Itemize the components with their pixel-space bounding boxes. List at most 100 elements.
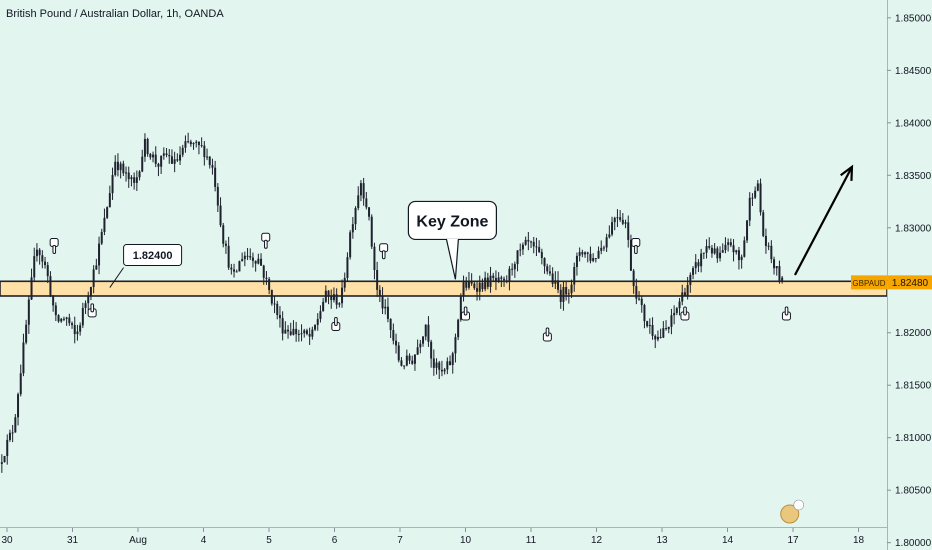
candle-body: [305, 330, 308, 334]
candle: [478, 275, 481, 301]
candle-body: [68, 317, 71, 324]
candle: [376, 261, 379, 297]
candle-body: [160, 155, 163, 167]
candle: [386, 297, 389, 323]
candle: [138, 170, 141, 181]
candle: [130, 175, 133, 187]
hand-up-icon: [680, 306, 690, 321]
candle: [530, 240, 533, 249]
candle-body: [173, 159, 176, 164]
candle: [141, 149, 144, 173]
candle: [551, 267, 554, 288]
candle-body: [519, 249, 522, 251]
candle: [746, 219, 749, 244]
candle-body: [384, 306, 387, 309]
candle-body: [297, 333, 300, 335]
candle-body: [103, 217, 106, 232]
hand-up-icon: [461, 306, 470, 321]
candle: [98, 236, 101, 275]
candle-body: [508, 268, 511, 282]
candle-body: [141, 156, 144, 172]
candle: [273, 296, 276, 314]
candle: [670, 308, 673, 335]
candle-body: [635, 286, 638, 299]
candle-body: [189, 141, 192, 145]
candle-body: [268, 278, 271, 291]
candle-body: [71, 323, 74, 326]
candle: [397, 342, 400, 363]
candle: [413, 354, 416, 371]
candle-body: [6, 439, 9, 457]
candle: [276, 300, 279, 320]
candle: [311, 326, 314, 340]
candle: [773, 256, 776, 275]
candle-body: [62, 318, 65, 320]
candle-body: [289, 331, 292, 335]
candle: [365, 191, 368, 210]
candle: [100, 228, 103, 246]
candle-body: [54, 305, 57, 316]
candle-body: [648, 325, 651, 327]
candle-body: [392, 330, 395, 341]
candle-body: [521, 244, 524, 250]
candle: [332, 287, 335, 303]
candle: [459, 293, 462, 322]
hand-finger: [52, 245, 57, 255]
candle: [440, 360, 443, 377]
candle: [165, 148, 168, 158]
candle: [65, 316, 68, 326]
candle-body: [613, 217, 616, 223]
candle-body: [565, 287, 568, 295]
candle: [462, 275, 465, 302]
price-tick-label: 1.84500: [895, 66, 932, 77]
candle: [154, 146, 157, 168]
candle-body: [489, 275, 492, 287]
candle: [708, 237, 711, 250]
candle-body: [35, 249, 38, 257]
candle-body: [25, 324, 28, 343]
candle: [203, 140, 206, 166]
candle-body: [432, 358, 435, 368]
candle-body: [238, 261, 241, 272]
candle: [659, 328, 662, 339]
candle-body: [111, 175, 114, 194]
candle-body: [662, 328, 665, 338]
candle-body: [681, 292, 684, 302]
candle-body: [505, 280, 508, 282]
candle-body: [535, 246, 538, 248]
candle: [200, 137, 203, 148]
candle: [368, 206, 371, 221]
candle-body: [343, 277, 346, 288]
candle: [411, 355, 414, 365]
candle: [395, 333, 398, 354]
key-zone-band: [0, 280, 888, 297]
candle: [214, 160, 217, 192]
candle: [567, 289, 570, 304]
candle-body: [424, 324, 427, 337]
level-label-box: [123, 244, 183, 267]
candle: [270, 289, 273, 306]
candle: [494, 270, 497, 291]
candle-body: [122, 163, 125, 174]
candle: [513, 261, 516, 278]
candle-body: [65, 317, 68, 319]
candle-body: [281, 318, 284, 334]
candle-body: [737, 250, 740, 261]
candle: [781, 275, 784, 284]
candle-body: [270, 290, 273, 304]
candle-body: [133, 177, 136, 183]
candle-body: [665, 328, 668, 330]
candle-body: [762, 212, 765, 236]
candle-body: [52, 296, 55, 306]
event-badge-icon[interactable]: [780, 504, 800, 524]
candle: [594, 257, 597, 263]
candle-body: [3, 456, 6, 463]
candle: [743, 236, 746, 258]
hand-up-icon: [781, 306, 791, 321]
candle: [73, 316, 76, 344]
candle: [106, 206, 109, 220]
candle: [262, 264, 265, 285]
candle-body: [497, 277, 500, 282]
candle-body: [781, 277, 784, 282]
